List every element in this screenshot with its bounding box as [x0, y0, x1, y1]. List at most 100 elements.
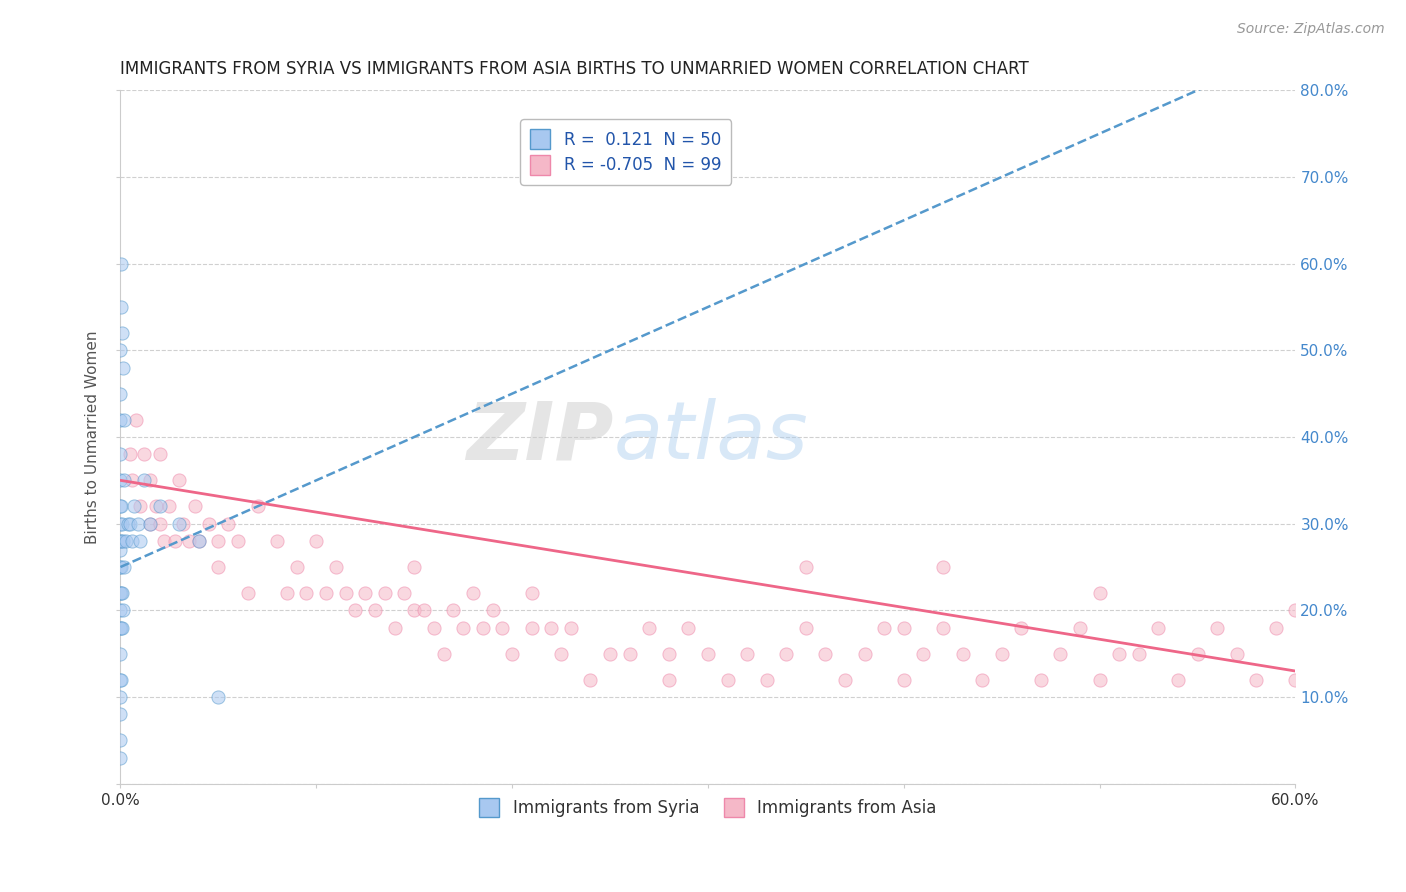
Point: [1010, 621, 1032, 635]
Point: [207, 534, 229, 549]
Point: [110, 542, 132, 557]
Point: [952, 647, 974, 661]
Point: [335, 586, 357, 600]
Point: [814, 647, 837, 661]
Point: [1167, 673, 1189, 687]
Point: [374, 586, 396, 600]
Point: [110, 534, 132, 549]
Point: [990, 647, 1012, 661]
Point: [110, 690, 132, 704]
Point: [110, 621, 132, 635]
Point: [794, 621, 817, 635]
Point: [120, 516, 142, 531]
Point: [1284, 673, 1306, 687]
Point: [354, 586, 377, 600]
Point: [404, 603, 426, 617]
Point: [132, 447, 155, 461]
Point: [110, 386, 132, 401]
Point: [658, 647, 681, 661]
Point: [110, 534, 132, 549]
Point: [167, 474, 190, 488]
Point: [540, 621, 562, 635]
Point: [619, 647, 641, 661]
Point: [149, 500, 172, 514]
Point: [112, 560, 135, 574]
Point: [441, 603, 464, 617]
Point: [1264, 621, 1286, 635]
Point: [177, 534, 200, 549]
Point: [932, 621, 955, 635]
Point: [187, 534, 209, 549]
Point: [775, 647, 797, 661]
Point: [501, 647, 523, 661]
Point: [115, 534, 138, 549]
Point: [394, 586, 416, 600]
Point: [117, 516, 139, 531]
Point: [165, 534, 187, 549]
Point: [315, 586, 337, 600]
Point: [112, 603, 135, 617]
Point: [305, 534, 328, 549]
Text: Source: ZipAtlas.com: Source: ZipAtlas.com: [1237, 22, 1385, 37]
Point: [1147, 621, 1170, 635]
Point: [110, 500, 132, 514]
Point: [873, 621, 896, 635]
Point: [226, 534, 249, 549]
Point: [893, 673, 915, 687]
Point: [1108, 647, 1130, 661]
Point: [520, 621, 543, 635]
Point: [110, 447, 132, 461]
Text: IMMIGRANTS FROM SYRIA VS IMMIGRANTS FROM ASIA BIRTHS TO UNMARRIED WOMEN CORRELAT: IMMIGRANTS FROM SYRIA VS IMMIGRANTS FROM…: [121, 60, 1029, 78]
Point: [149, 516, 172, 531]
Point: [236, 586, 259, 600]
Point: [491, 621, 513, 635]
Point: [184, 500, 207, 514]
Point: [285, 560, 308, 574]
Point: [560, 621, 582, 635]
Point: [152, 534, 174, 549]
Point: [110, 560, 132, 574]
Point: [149, 447, 172, 461]
Point: [139, 516, 162, 531]
Point: [432, 647, 454, 661]
Point: [364, 603, 387, 617]
Point: [110, 647, 132, 661]
Point: [110, 474, 132, 488]
Point: [110, 500, 132, 514]
Point: [599, 647, 621, 661]
Point: [122, 500, 145, 514]
Point: [112, 474, 135, 488]
Point: [110, 257, 132, 271]
Point: [735, 647, 758, 661]
Point: [110, 673, 132, 687]
Point: [295, 586, 318, 600]
Point: [853, 647, 876, 661]
Text: ZIP: ZIP: [467, 398, 614, 476]
Point: [384, 621, 406, 635]
Point: [110, 673, 132, 687]
Point: [697, 647, 720, 661]
Point: [912, 647, 935, 661]
Point: [481, 603, 503, 617]
Point: [129, 500, 152, 514]
Point: [207, 560, 229, 574]
Point: [404, 560, 426, 574]
Point: [110, 560, 132, 574]
Y-axis label: Births to Unmarried Women: Births to Unmarried Women: [86, 330, 100, 544]
Point: [207, 690, 229, 704]
Point: [276, 586, 298, 600]
Point: [110, 586, 132, 600]
Point: [111, 586, 134, 600]
Point: [520, 586, 543, 600]
Point: [550, 647, 572, 661]
Point: [834, 673, 856, 687]
Point: [110, 750, 132, 764]
Point: [110, 516, 132, 531]
Point: [121, 534, 143, 549]
Point: [972, 673, 994, 687]
Point: [755, 673, 778, 687]
Point: [1069, 621, 1091, 635]
Point: [187, 534, 209, 549]
Point: [1284, 603, 1306, 617]
Point: [1088, 586, 1111, 600]
